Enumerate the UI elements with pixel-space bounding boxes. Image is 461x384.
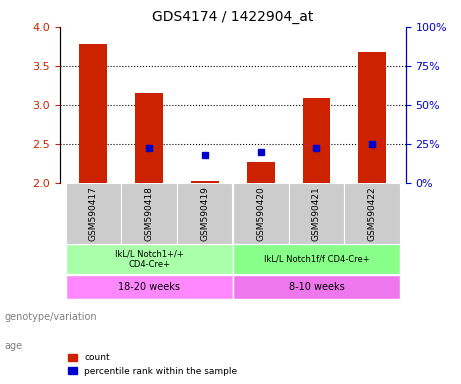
Legend: count, percentile rank within the sample: count, percentile rank within the sample <box>65 350 241 379</box>
FancyBboxPatch shape <box>344 183 400 244</box>
Text: GSM590419: GSM590419 <box>201 186 209 241</box>
Text: IkL/L Notch1+/+
CD4-Cre+: IkL/L Notch1+/+ CD4-Cre+ <box>115 250 183 269</box>
Text: GSM590418: GSM590418 <box>145 186 154 241</box>
Bar <box>358 52 386 183</box>
Text: IkL/L Notch1f/f CD4-Cre+: IkL/L Notch1f/f CD4-Cre+ <box>264 255 369 264</box>
Text: GSM590420: GSM590420 <box>256 186 265 241</box>
FancyBboxPatch shape <box>65 183 121 244</box>
Text: 8-10 weeks: 8-10 weeks <box>289 282 344 292</box>
FancyBboxPatch shape <box>177 183 233 244</box>
Bar <box>247 162 275 183</box>
Text: GSM590422: GSM590422 <box>368 186 377 241</box>
FancyBboxPatch shape <box>121 183 177 244</box>
Bar <box>135 93 163 183</box>
FancyBboxPatch shape <box>65 275 233 299</box>
Text: GSM590421: GSM590421 <box>312 186 321 241</box>
FancyBboxPatch shape <box>233 245 400 274</box>
Text: genotype/variation: genotype/variation <box>5 312 97 322</box>
FancyBboxPatch shape <box>65 245 233 274</box>
Text: age: age <box>5 341 23 351</box>
Bar <box>79 44 107 183</box>
Bar <box>191 181 219 183</box>
Title: GDS4174 / 1422904_at: GDS4174 / 1422904_at <box>152 10 313 25</box>
Bar <box>302 98 331 183</box>
Text: 18-20 weeks: 18-20 weeks <box>118 282 180 292</box>
Text: GSM590417: GSM590417 <box>89 186 98 241</box>
FancyBboxPatch shape <box>289 183 344 244</box>
FancyBboxPatch shape <box>233 275 400 299</box>
FancyBboxPatch shape <box>233 183 289 244</box>
